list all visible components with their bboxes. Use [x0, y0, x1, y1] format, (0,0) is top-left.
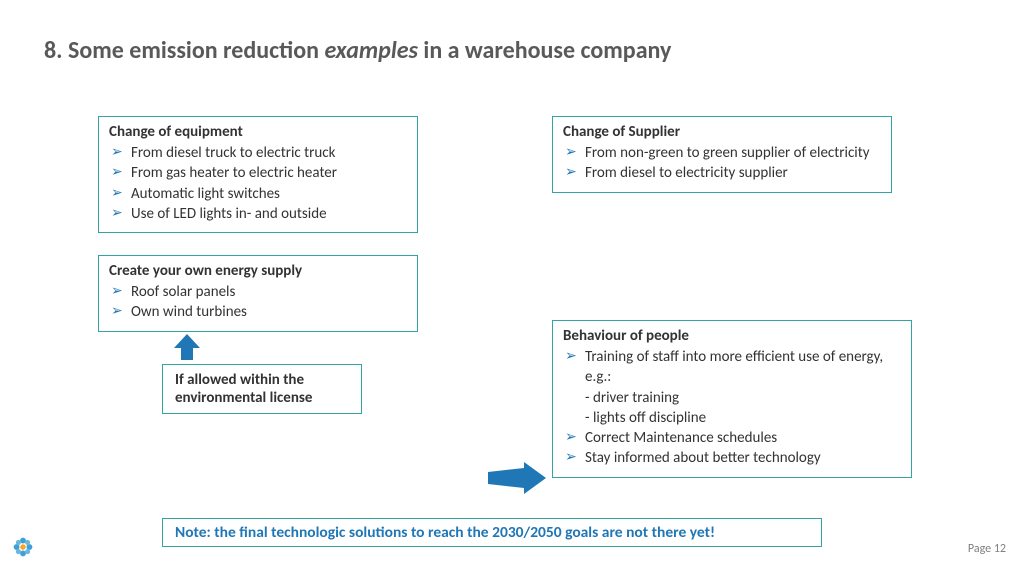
box-ownenergy-title: Create your own energy supply	[109, 262, 407, 280]
note-text: Note: the final technologic solutions to…	[175, 523, 715, 542]
box-behaviour-list2: Correct Maintenance schedules Stay infor…	[563, 428, 901, 469]
box-ownenergy-list: Roof solar panels Own wind turbines	[109, 282, 407, 323]
list-item: Correct Maintenance schedules	[563, 428, 901, 448]
list-item: From gas heater to electric heater	[109, 163, 407, 183]
box-equipment-list: From diesel truck to electric truck From…	[109, 143, 407, 224]
list-item: From diesel truck to electric truck	[109, 143, 407, 163]
behaviour-sub: - lights off discipline	[563, 408, 901, 428]
page-number: Page 12	[968, 542, 1006, 556]
title-prefix: 8. Some emission reduction	[44, 36, 324, 65]
box-supplier: Change of Supplier From non-green to gre…	[552, 116, 892, 193]
title-italic: examples	[324, 36, 418, 65]
list-item: From diesel to electricity supplier	[563, 163, 881, 183]
arrow-up-icon	[172, 332, 202, 362]
list-item: Stay informed about better technology	[563, 448, 901, 468]
list-item: From non-green to green supplier of elec…	[563, 143, 881, 163]
behaviour-sub: - driver training	[563, 388, 901, 408]
flower-icon	[12, 536, 34, 558]
box-license-text: If allowed within the environmental lice…	[175, 371, 312, 407]
arrow-right-icon	[484, 460, 548, 496]
slide-title: 8. Some emission reduction examples in a…	[44, 36, 671, 65]
list-item: Own wind turbines	[109, 302, 407, 322]
box-supplier-title: Change of Supplier	[563, 123, 881, 141]
list-item: Roof solar panels	[109, 282, 407, 302]
box-supplier-list: From non-green to green supplier of elec…	[563, 143, 881, 184]
list-item: Use of LED lights in- and outside	[109, 204, 407, 224]
box-behaviour-title: Behaviour of people	[563, 327, 901, 345]
box-ownenergy: Create your own energy supply Roof solar…	[98, 255, 418, 332]
list-item: Training of staff into more efficient us…	[563, 347, 901, 388]
box-license: If allowed within the environmental lice…	[162, 364, 362, 414]
box-equipment-title: Change of equipment	[109, 123, 407, 141]
box-equipment: Change of equipment From diesel truck to…	[98, 116, 418, 233]
box-behaviour: Behaviour of people Training of staff in…	[552, 320, 912, 478]
note-box: Note: the final technologic solutions to…	[162, 518, 822, 547]
title-suffix: in a warehouse company	[418, 36, 671, 65]
list-item: Automatic light switches	[109, 184, 407, 204]
box-behaviour-list: Training of staff into more efficient us…	[563, 347, 901, 388]
